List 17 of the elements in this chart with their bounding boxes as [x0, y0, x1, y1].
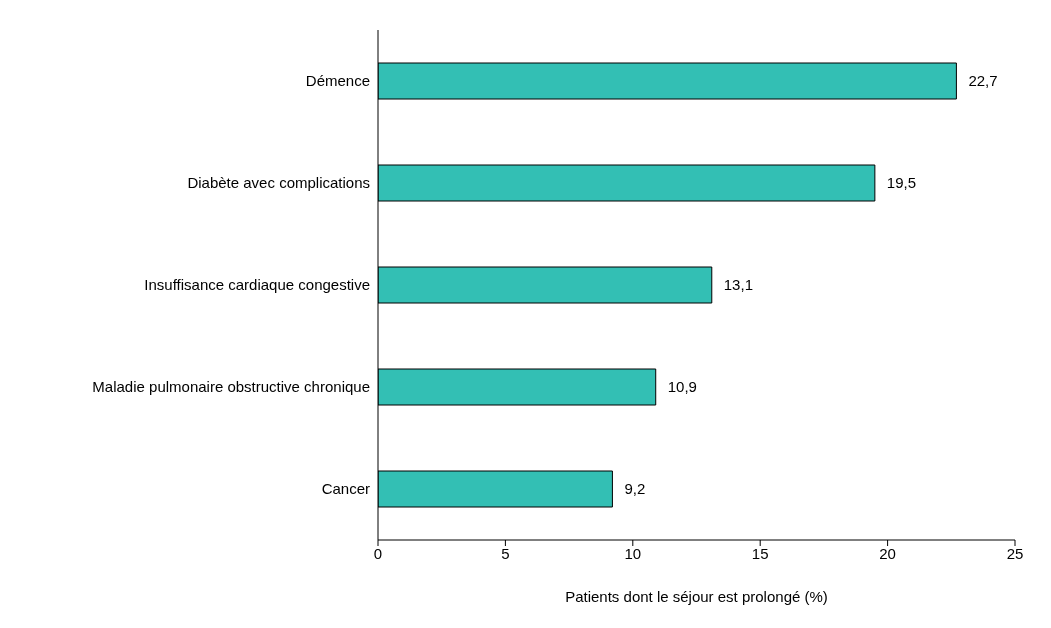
x-tick-label: 15	[751, 544, 769, 562]
data-label: 10,9	[667, 378, 697, 396]
y-tick-label: Diabète avec complications	[187, 174, 370, 192]
data-label: 19,5	[886, 174, 917, 192]
y-tick-label: Insuffisance cardiaque congestive	[144, 276, 370, 294]
x-tick-label: 10	[624, 544, 642, 562]
y-tick-label: Démence	[305, 72, 370, 90]
x-tick-label: 20	[879, 544, 896, 562]
data-label: 22,7	[968, 72, 998, 90]
x-tick-label: 5	[501, 544, 510, 562]
x-tick-label: 0	[373, 544, 383, 562]
x-tick-label: 25	[1006, 544, 1024, 562]
data-label: 9,2	[624, 480, 646, 498]
x-axis-title: Patients dont le séjour est prolongé (%)	[565, 588, 828, 605]
y-tick-label: Cancer	[321, 480, 370, 498]
y-tick-label: Maladie pulmonaire obstructive chronique	[92, 378, 370, 396]
data-label: 13,1	[723, 276, 753, 294]
